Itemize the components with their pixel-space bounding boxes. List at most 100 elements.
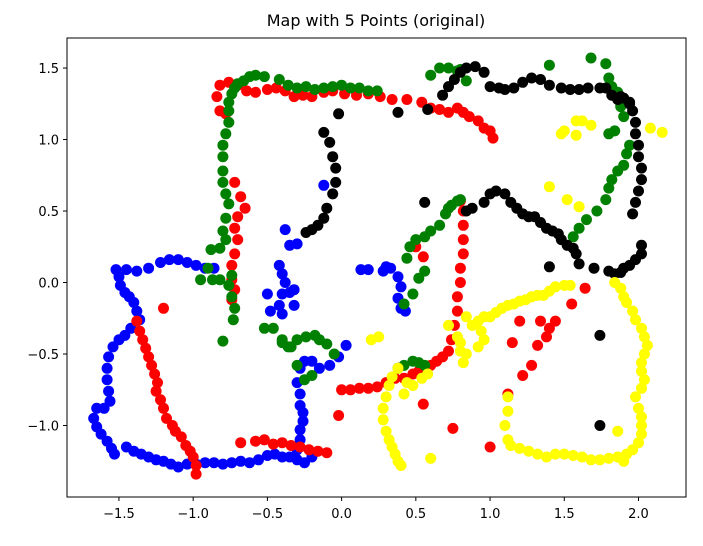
data-point (190, 468, 202, 480)
data-point (386, 94, 398, 105)
data-point (333, 410, 345, 421)
data-point (336, 79, 348, 91)
data-point (417, 398, 429, 410)
x-tick-label: −1.0 (177, 507, 209, 522)
points-layer (88, 52, 668, 480)
data-point (508, 82, 520, 94)
data-point (155, 257, 166, 268)
data-point (410, 234, 422, 246)
data-point (235, 455, 247, 467)
data-point (220, 212, 232, 224)
data-point (128, 297, 140, 308)
data-point (460, 62, 472, 74)
data-point (223, 116, 235, 128)
data-point (214, 242, 226, 254)
data-point (636, 420, 647, 431)
data-point (451, 291, 463, 303)
data-point (566, 298, 578, 310)
data-point (267, 438, 279, 450)
data-point (636, 411, 647, 423)
data-point (460, 75, 472, 87)
data-point (437, 89, 449, 101)
data-point (448, 74, 460, 85)
data-point (543, 181, 555, 193)
data-point (526, 359, 538, 371)
data-point (401, 94, 413, 105)
data-point (321, 338, 333, 350)
data-point (457, 357, 469, 369)
data-point (579, 282, 591, 294)
data-point (143, 262, 155, 274)
data-point (172, 254, 184, 266)
data-point (291, 82, 303, 94)
data-point (187, 451, 199, 463)
x-tick-label: −1.5 (103, 507, 135, 522)
data-point (594, 454, 606, 466)
data-point (644, 122, 656, 134)
data-point (603, 452, 615, 464)
data-point (633, 185, 644, 197)
data-point (543, 261, 555, 273)
data-point (641, 339, 653, 351)
data-point (229, 222, 241, 234)
data-point (300, 81, 312, 93)
data-point (362, 382, 374, 394)
data-point (294, 424, 306, 436)
data-point (285, 341, 297, 353)
data-point (312, 445, 324, 457)
data-point (253, 454, 264, 466)
data-point (603, 72, 615, 84)
data-point (392, 362, 404, 374)
data-point (208, 457, 220, 469)
data-point (155, 394, 166, 406)
data-point (407, 288, 419, 300)
data-point (273, 74, 285, 85)
data-point (615, 91, 627, 103)
data-point (425, 225, 437, 237)
data-point (353, 82, 365, 94)
data-point (549, 281, 561, 293)
data-point (217, 165, 229, 177)
data-point (226, 269, 238, 281)
x-tick-label: 0.0 (331, 507, 352, 522)
data-point (457, 248, 469, 260)
data-point (630, 196, 641, 208)
data-point (425, 452, 437, 464)
data-point (451, 305, 463, 317)
data-point (460, 311, 472, 323)
data-point (146, 359, 158, 371)
data-point (401, 252, 413, 264)
data-point (443, 106, 454, 118)
data-point (229, 302, 241, 314)
data-point (217, 151, 229, 163)
data-point (630, 116, 641, 128)
data-point (258, 322, 270, 334)
data-point (656, 126, 668, 138)
data-point (150, 385, 162, 397)
data-point (291, 334, 303, 346)
data-point (152, 377, 163, 389)
data-point (199, 457, 211, 469)
data-point (499, 84, 511, 95)
data-point (220, 188, 232, 200)
data-point (398, 388, 410, 400)
data-point (618, 455, 630, 467)
data-point (398, 298, 410, 310)
data-point (606, 174, 618, 186)
data-point (636, 322, 647, 334)
data-point (120, 264, 132, 276)
data-point (131, 315, 143, 327)
data-point (163, 254, 175, 266)
data-point (443, 345, 454, 357)
data-point (380, 391, 392, 403)
data-point (149, 368, 161, 380)
data-point (340, 339, 352, 351)
data-point (345, 82, 356, 94)
y-tick-label: 0.5 (38, 205, 59, 220)
data-point (543, 322, 555, 334)
series-group (300, 61, 647, 431)
data-point (526, 72, 538, 84)
data-point (291, 359, 303, 371)
data-point (235, 191, 247, 203)
